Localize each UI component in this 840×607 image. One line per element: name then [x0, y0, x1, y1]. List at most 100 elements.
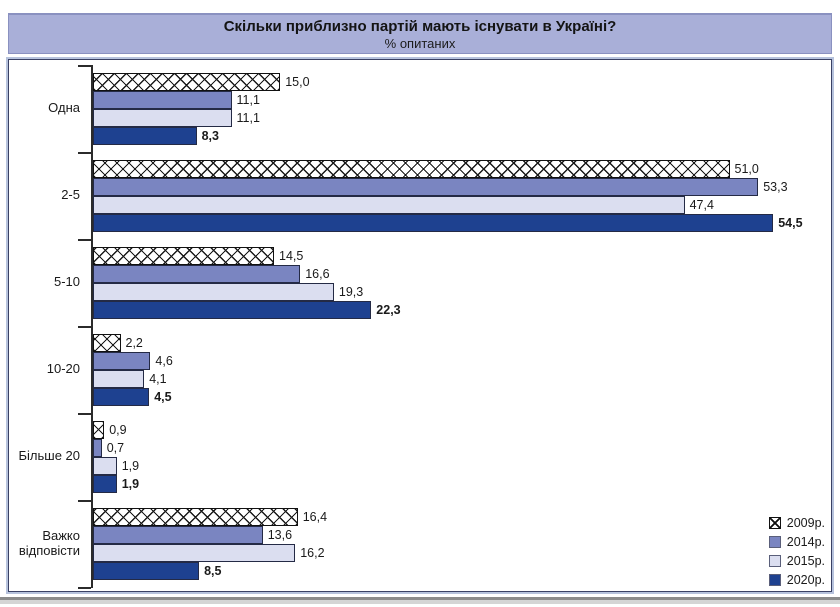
bar-line: 15,0: [93, 72, 830, 91]
bar-line: 11,1: [93, 90, 830, 109]
legend-item: 2009р.: [768, 513, 825, 532]
bar-line: 54,5: [93, 213, 830, 232]
legend-item: 2015р.: [768, 551, 825, 570]
bar-2009р.: [93, 420, 105, 439]
bar-2015р.: [93, 282, 334, 301]
value-label: 51,0: [734, 161, 759, 176]
chart-subtitle: % опитаних: [384, 35, 456, 51]
value-label: 53,3: [763, 179, 788, 194]
bar-group: 51,0 53,3 47,4 54,5: [93, 159, 830, 232]
axis-tick: [78, 326, 91, 328]
legend-swatch-icon: [768, 573, 781, 586]
category-group: Одна 15,0 11,1 11,1 8,3: [9, 65, 830, 152]
value-label: 16,4: [302, 509, 328, 524]
value-label: 15,0: [285, 74, 310, 89]
value-label: 14,5: [279, 248, 304, 263]
legend: 2009р. 2014р. 2015р. 2020р.: [768, 513, 825, 589]
plot-area: Одна 15,0 11,1 11,1 8,3 2-5 51,0 53,3 47,4 54,5 5-…: [9, 65, 830, 589]
bar-line: 1,9: [93, 474, 830, 493]
bar-2009р.: [93, 159, 730, 178]
category-label: 5-10: [53, 274, 80, 290]
bar-2015р.: [93, 456, 117, 475]
bar-line: 16,2: [93, 543, 830, 562]
bar-line: 11,1: [93, 108, 830, 127]
bar-line: 4,1: [93, 369, 830, 388]
bar-line: 0,9: [93, 420, 830, 439]
bar-2020р.: [93, 300, 372, 319]
category-label: 2-5: [61, 187, 80, 203]
bar-line: 8,3: [93, 126, 830, 145]
value-label: 0,9: [109, 422, 127, 437]
value-label: 4,5: [154, 389, 172, 404]
chart-title-band: Скільки приблизно партій мають існувати …: [8, 13, 832, 54]
legend-swatch-icon: [768, 535, 781, 548]
bar-line: 2,2: [93, 333, 830, 352]
bar-2009р.: [93, 246, 274, 265]
category-group: 10-20 2,2 4,6 4,1 4,5: [9, 326, 830, 413]
bar-line: 8,5: [93, 561, 830, 580]
bar-line: 47,4: [93, 195, 830, 214]
bar-group: 14,5 16,6 19,3 22,3: [93, 246, 830, 319]
chart-title: Скільки приблизно партій мають існувати …: [223, 17, 617, 35]
bar-2014р.: [93, 351, 151, 370]
bar-line: 0,7: [93, 438, 830, 457]
category-group: 5-10 14,5 16,6 19,3 22,3: [9, 239, 830, 326]
bar-2020р.: [93, 213, 774, 232]
bar-line: 22,3: [93, 300, 830, 319]
bar-line: 51,0: [93, 159, 830, 178]
axis-tick: [78, 239, 91, 241]
axis-tick: [78, 500, 91, 502]
bar-2015р.: [93, 108, 232, 127]
axis-tick: [78, 65, 91, 67]
bar-line: 16,6: [93, 264, 830, 283]
value-label: 1,9: [121, 458, 140, 473]
axis-tick: [78, 152, 91, 154]
bar-2020р.: [93, 126, 197, 145]
value-label: 8,3: [201, 128, 219, 143]
bar-line: 16,4: [93, 507, 830, 526]
category-label: Одна: [48, 100, 80, 116]
bar-group: 15,0 11,1 11,1 8,3: [93, 72, 830, 145]
bar-2015р.: [93, 369, 145, 388]
bar-group: 2,2 4,6 4,1 4,5: [93, 333, 830, 406]
legend-label: 2020р.: [786, 572, 825, 587]
bar-line: 19,3: [93, 282, 830, 301]
bar-2009р.: [93, 333, 121, 352]
value-label: 4,1: [149, 371, 167, 386]
page-divider-rule: [0, 597, 840, 604]
value-label: 13,6: [267, 527, 293, 542]
bar-2020р.: [93, 561, 200, 580]
bar-line: 53,3: [93, 177, 830, 196]
axis-tick: [78, 413, 91, 415]
value-label: 4,6: [155, 353, 173, 368]
category-group: Важко відповісти 16,4 13,6 16,2 8,5: [9, 500, 830, 587]
category-label: 10-20: [46, 361, 80, 377]
legend-label: 2014р.: [786, 534, 825, 549]
bar-2009р.: [93, 72, 281, 91]
value-label: 47,4: [689, 197, 714, 212]
value-label: 19,3: [338, 284, 364, 299]
bar-group: 16,4 13,6 16,2 8,5: [93, 507, 830, 580]
value-label: 16,6: [305, 266, 330, 281]
bar-2014р.: [93, 525, 263, 544]
category-label: Більше 20: [18, 448, 80, 464]
bar-line: 4,6: [93, 351, 830, 370]
value-label: 2,2: [125, 335, 143, 350]
chart-frame: Одна 15,0 11,1 11,1 8,3 2-5 51,0 53,3 47,4 54,5 5-…: [8, 59, 832, 592]
value-label: 8,5: [204, 563, 222, 578]
legend-item: 2020р.: [768, 570, 825, 589]
legend-item: 2014р.: [768, 532, 825, 551]
bar-2014р.: [93, 90, 232, 109]
category-group: Більше 20 0,9 0,7 1,9 1,9: [9, 413, 830, 500]
bar-2020р.: [93, 387, 150, 406]
bar-2014р.: [93, 264, 301, 283]
bar-2015р.: [93, 195, 685, 214]
bar-group: 0,9 0,7 1,9 1,9: [93, 420, 830, 493]
bar-2020р.: [93, 474, 117, 493]
value-label: 22,3: [376, 302, 401, 317]
bar-2014р.: [93, 438, 102, 457]
bar-line: 13,6: [93, 525, 830, 544]
bar-2009р.: [93, 507, 298, 526]
value-label: 11,1: [236, 92, 260, 107]
value-label: 11,1: [236, 110, 260, 125]
